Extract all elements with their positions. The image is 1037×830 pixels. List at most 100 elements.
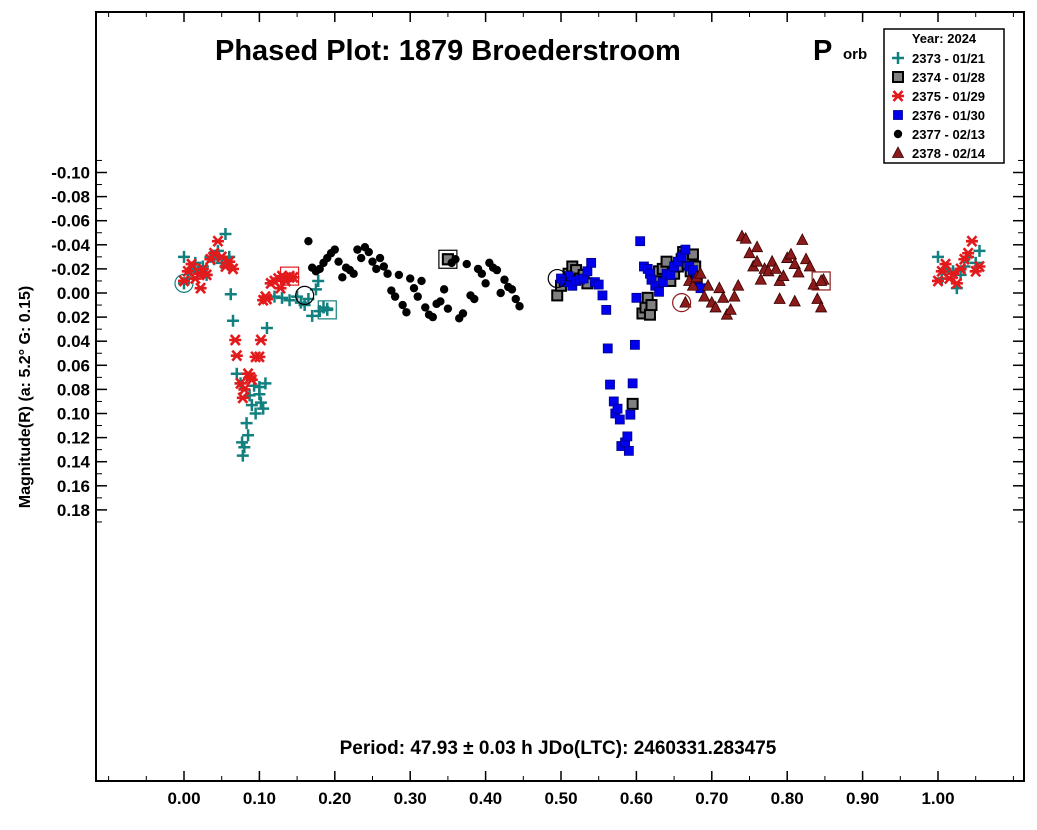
- data-point-2377: [338, 273, 347, 282]
- data-point-2377: [304, 236, 313, 246]
- data-point-2373: [240, 417, 253, 430]
- data-point-2378: [788, 294, 801, 307]
- y-tick-label: -0.02: [51, 260, 90, 279]
- data-point-2373: [298, 299, 311, 312]
- highlight-circle: [547, 268, 567, 289]
- highlight-circle: [295, 285, 315, 306]
- data-point-2377: [349, 269, 358, 278]
- data-point-2378: [811, 292, 824, 304]
- data-point-2378: [679, 295, 692, 308]
- data-point-2376: [625, 409, 636, 420]
- y-tick-label: 0.04: [57, 332, 91, 351]
- data-point-2376: [680, 244, 691, 255]
- data-point-2375: [932, 275, 944, 287]
- legend-marker: [892, 52, 904, 64]
- data-point-2377: [379, 262, 389, 271]
- data-point-2378: [716, 290, 730, 303]
- data-point-2377: [492, 265, 502, 275]
- x-tick-label: 0.60: [620, 789, 653, 808]
- data-point-2375: [178, 275, 190, 287]
- y-tick-label: -0.08: [51, 188, 90, 207]
- data-point-2377: [398, 300, 407, 310]
- legend-title: Year: 2024: [912, 31, 977, 46]
- y-tick-label: 0.00: [57, 284, 90, 303]
- data-point-2375: [194, 282, 207, 295]
- data-point-2373: [238, 441, 251, 454]
- legend-marker: [892, 90, 904, 102]
- highlight-point: [321, 303, 334, 316]
- data-point-2373: [245, 399, 258, 412]
- y-tick-label: 0.06: [57, 356, 90, 375]
- data-point-2378: [686, 278, 700, 291]
- legend-marker: [893, 129, 903, 139]
- data-point-2375: [230, 349, 243, 362]
- data-point-2373: [178, 250, 190, 263]
- legend-items: 2373 - 01/21 2374 - 01/28 2375 - 01/29 2376…: [891, 51, 986, 161]
- data-point-2375: [238, 383, 251, 396]
- data-point-2377: [356, 253, 366, 263]
- data-point-2376: [629, 339, 640, 350]
- data-point-2376: [597, 290, 608, 301]
- legend-label: 2377 - 02/13: [912, 127, 985, 142]
- data-point-2378: [713, 281, 726, 294]
- x-tick-label: 0.10: [243, 789, 276, 808]
- data-point-2373: [276, 291, 289, 304]
- data-point-2375: [954, 263, 967, 275]
- data-point-2375: [950, 277, 963, 290]
- data-point-2375: [229, 334, 242, 346]
- data-point-2373: [253, 380, 266, 393]
- data-point-2376: [593, 279, 604, 290]
- y-tick-label: 0.08: [57, 380, 90, 399]
- data-point-2376: [601, 304, 612, 315]
- y-tick-label: -0.06: [51, 212, 90, 231]
- data-point-2375: [185, 258, 198, 270]
- y-tick-label: 0.14: [57, 453, 91, 472]
- data-point-2377: [443, 304, 453, 313]
- data-point-2376: [612, 403, 623, 414]
- data-point-2378: [799, 252, 813, 265]
- axis-ticks: 0.00 0.10 0.20 0.30 0.40 0.50 0.60 0.70 0.80 0.90…: [51, 12, 1024, 808]
- data-point-2373: [283, 294, 296, 307]
- legend-label: 2374 - 01/28: [912, 70, 985, 85]
- data-point-2378: [803, 259, 816, 272]
- data-point-2377: [330, 245, 339, 254]
- legend-label: 2375 - 01/29: [912, 89, 985, 104]
- data-point-2375: [227, 263, 240, 275]
- x-tick-label: 0.00: [167, 789, 200, 808]
- data-point-2376: [605, 379, 615, 390]
- y-tick-label: 0.10: [57, 405, 90, 424]
- data-point-2375: [260, 293, 273, 305]
- data-point-2378: [750, 240, 764, 253]
- data-point-2378: [694, 266, 707, 279]
- data-point-2377: [500, 275, 509, 284]
- data-point-2378: [777, 269, 790, 282]
- x-tick-label: 0.50: [544, 789, 577, 808]
- data-point-2374: [551, 289, 564, 302]
- data-point-2377: [436, 297, 445, 306]
- data-point-2376: [631, 292, 642, 303]
- data-point-2375: [939, 258, 952, 270]
- x-tick-label: 0.90: [846, 789, 879, 808]
- data-point-2375: [200, 269, 213, 281]
- data-point-2375: [965, 235, 978, 248]
- data-point-2377: [417, 276, 426, 286]
- data-point-2377: [470, 294, 479, 304]
- data-point-2378: [701, 278, 715, 291]
- legend-label: 2373 - 01/21: [912, 51, 985, 66]
- data-point-2377: [511, 294, 520, 304]
- data-point-2378: [784, 247, 798, 260]
- x-tick-label: 0.70: [695, 789, 728, 808]
- data-point-2373: [242, 429, 255, 442]
- data-point-2377: [387, 286, 396, 295]
- legend-label: 2378 - 02/14: [912, 146, 986, 161]
- y-tick-label: 0.02: [57, 308, 90, 327]
- legend-marker: [893, 110, 903, 120]
- data-point-2377: [368, 257, 377, 266]
- data-point-2377: [496, 288, 505, 298]
- data-point-2376: [635, 236, 646, 247]
- data-point-2374: [626, 397, 639, 410]
- data-point-2377: [477, 269, 487, 278]
- x-tick-label: 0.80: [771, 789, 804, 808]
- y-axis-label: Magnitude(R) (a: 5.2° G: 0.15): [17, 286, 34, 508]
- data-point-2378: [743, 246, 756, 259]
